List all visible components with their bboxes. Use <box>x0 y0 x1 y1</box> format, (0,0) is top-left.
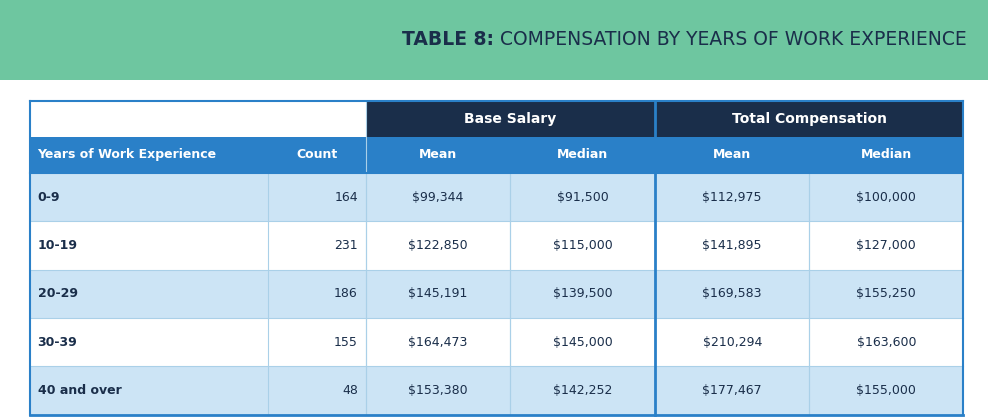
Bar <box>809 137 963 173</box>
Bar <box>30 173 963 221</box>
Text: Mean: Mean <box>419 148 457 161</box>
Text: $155,000: $155,000 <box>857 384 916 397</box>
Text: 0-9: 0-9 <box>38 191 60 204</box>
Bar <box>30 270 963 318</box>
Bar <box>0 0 988 80</box>
Text: $127,000: $127,000 <box>857 239 916 252</box>
Text: 20-29: 20-29 <box>38 287 77 300</box>
Text: 40 and over: 40 and over <box>38 384 122 397</box>
Text: $169,583: $169,583 <box>702 287 762 300</box>
Text: TABLE 8: COMPENSATION BY YEARS OF WORK EXPERIENCE: TABLE 8: COMPENSATION BY YEARS OF WORK E… <box>216 30 772 49</box>
Text: Base Salary: Base Salary <box>464 111 556 126</box>
Bar <box>30 137 268 173</box>
Text: 231: 231 <box>334 239 358 252</box>
Text: COMPENSATION BY YEARS OF WORK EXPERIENCE: COMPENSATION BY YEARS OF WORK EXPERIENCE <box>494 30 966 49</box>
Bar <box>366 137 511 173</box>
Text: Mean: Mean <box>713 148 751 161</box>
Text: $145,191: $145,191 <box>408 287 467 300</box>
Text: $153,380: $153,380 <box>408 384 468 397</box>
Bar <box>511 137 655 173</box>
Bar <box>655 137 809 173</box>
Text: 155: 155 <box>334 336 358 349</box>
Text: $139,500: $139,500 <box>553 287 613 300</box>
Bar <box>30 101 366 137</box>
Text: 48: 48 <box>342 384 358 397</box>
Text: $164,473: $164,473 <box>408 336 467 349</box>
Text: Median: Median <box>861 148 912 161</box>
Text: 30-39: 30-39 <box>38 336 77 349</box>
Text: $122,850: $122,850 <box>408 239 468 252</box>
Text: $145,000: $145,000 <box>553 336 613 349</box>
Bar <box>366 101 655 137</box>
Bar <box>30 221 963 270</box>
Text: $115,000: $115,000 <box>553 239 613 252</box>
Text: $142,252: $142,252 <box>553 384 613 397</box>
Text: 10-19: 10-19 <box>38 239 77 252</box>
Bar <box>30 366 963 415</box>
Text: Median: Median <box>557 148 609 161</box>
Text: $99,344: $99,344 <box>412 191 463 204</box>
Text: TABLE 8:: TABLE 8: <box>402 30 494 49</box>
Bar <box>30 318 963 366</box>
Text: 164: 164 <box>334 191 358 204</box>
Text: $210,294: $210,294 <box>702 336 762 349</box>
Text: $163,600: $163,600 <box>857 336 916 349</box>
Text: $112,975: $112,975 <box>702 191 762 204</box>
Text: $91,500: $91,500 <box>557 191 609 204</box>
Bar <box>268 137 366 173</box>
Text: $141,895: $141,895 <box>702 239 762 252</box>
Text: 186: 186 <box>334 287 358 300</box>
Text: $155,250: $155,250 <box>857 287 916 300</box>
Text: $100,000: $100,000 <box>857 191 916 204</box>
Text: Total Compensation: Total Compensation <box>732 111 887 126</box>
Bar <box>655 101 963 137</box>
Text: Count: Count <box>296 148 337 161</box>
Text: Years of Work Experience: Years of Work Experience <box>38 148 216 161</box>
Text: $177,467: $177,467 <box>702 384 762 397</box>
